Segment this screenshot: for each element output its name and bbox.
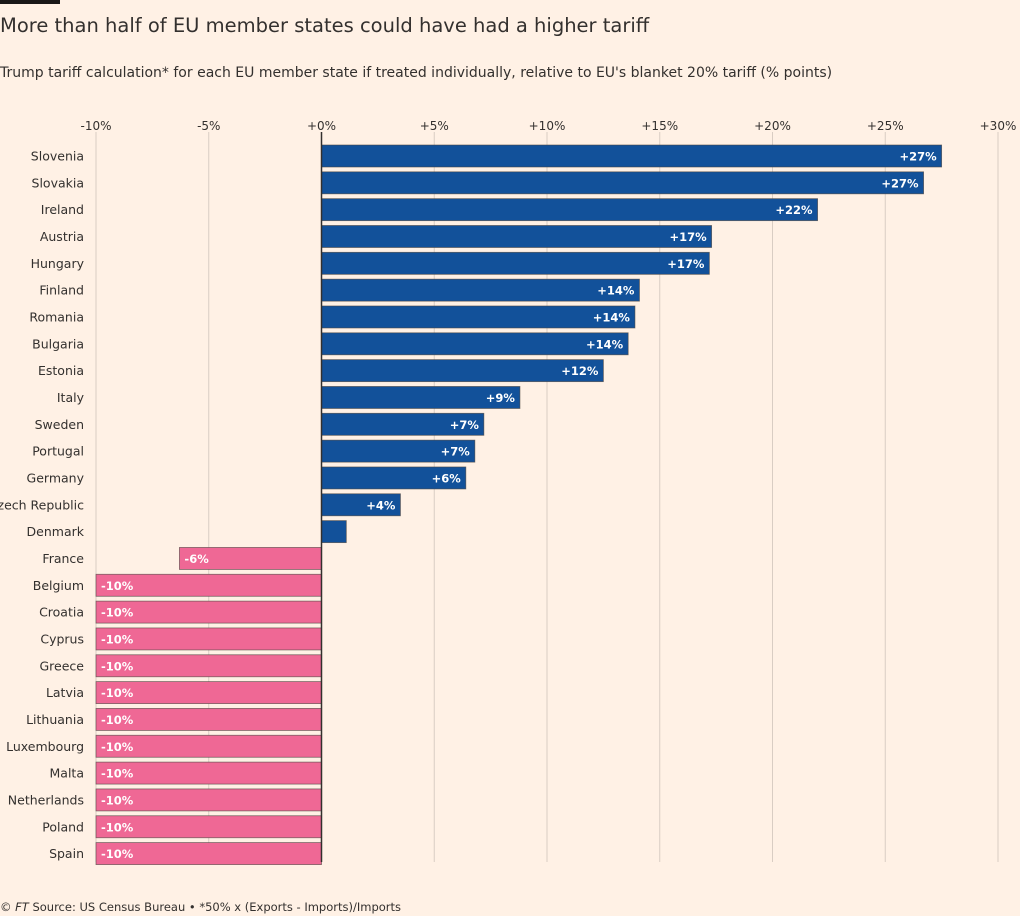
x-tick-label: +0%: [307, 119, 336, 133]
bar: [321, 171, 924, 195]
data-label: +7%: [441, 445, 471, 459]
data-label: +4%: [366, 498, 396, 512]
category-label: Belgium: [33, 578, 84, 593]
category-label: Lithuania: [26, 712, 84, 727]
data-label: -10%: [101, 659, 134, 673]
category-label: Portugal: [32, 444, 84, 459]
x-tick-label: +5%: [420, 119, 449, 133]
category-label: Spain: [49, 846, 84, 861]
category-label: Luxembourg: [6, 739, 84, 754]
data-label: +17%: [667, 257, 705, 271]
category-label: Italy: [57, 390, 85, 405]
category-label: France: [42, 551, 84, 566]
data-label: -10%: [101, 632, 134, 646]
x-tick-label: +15%: [641, 119, 678, 133]
x-tick-label: -5%: [197, 119, 220, 133]
data-label: -6%: [184, 552, 209, 566]
category-label: Malta: [50, 766, 84, 781]
data-label: +22%: [775, 203, 813, 217]
category-label: Austria: [40, 229, 84, 244]
bar: [321, 144, 943, 168]
bar: [321, 305, 636, 329]
data-label: -10%: [101, 793, 134, 807]
category-label: Denmark: [27, 524, 85, 539]
category-label: Finland: [39, 283, 84, 298]
category-label: Greece: [40, 658, 85, 673]
category-label: Czech Republic: [0, 497, 84, 512]
category-label: Ireland: [41, 202, 84, 217]
data-label: +6%: [432, 471, 462, 485]
category-label: Estonia: [38, 363, 84, 378]
data-label: +17%: [669, 230, 707, 244]
bar-chart: -10% -5% +0% +5% +10% +15% +20% +25% +30% Sloveni…: [0, 119, 1017, 865]
x-tick-label: +30%: [980, 119, 1017, 133]
data-label: +9%: [486, 391, 516, 405]
copyright-text: ©: [0, 900, 16, 914]
category-label: Slovenia: [31, 149, 84, 164]
category-label: Germany: [27, 470, 85, 485]
data-label: +27%: [881, 176, 919, 190]
data-label: +14%: [593, 310, 631, 324]
data-label: -10%: [101, 686, 134, 700]
x-tick-label: -10%: [80, 119, 111, 133]
x-tick-label: +10%: [529, 119, 566, 133]
category-label: Netherlands: [8, 792, 84, 807]
x-tick-label: +20%: [754, 119, 791, 133]
data-label: -10%: [101, 713, 134, 727]
category-label: Cyprus: [40, 631, 84, 646]
bar: [321, 225, 713, 248]
category-label: Slovakia: [32, 175, 84, 190]
data-label: -10%: [101, 820, 134, 834]
x-tick-label: +25%: [867, 119, 904, 133]
category-label: Romania: [29, 309, 84, 324]
bar: [321, 278, 640, 302]
chart-title: More than half of EU member states could…: [0, 14, 650, 37]
data-label: +27%: [899, 150, 937, 164]
bar: [321, 198, 819, 222]
category-label: Sweden: [35, 417, 84, 432]
data-label: +7%: [450, 418, 480, 432]
bar: [321, 520, 347, 544]
category-label: Poland: [42, 819, 84, 834]
brand-bar: [0, 0, 60, 4]
category-label: Bulgaria: [32, 336, 84, 351]
data-label: -10%: [101, 606, 134, 620]
data-label: -10%: [101, 767, 134, 781]
category-label: Croatia: [39, 605, 84, 620]
bar: [321, 251, 710, 275]
bar: [321, 332, 629, 356]
source-text: Source: US Census Bureau • *50% x (Expor…: [28, 900, 402, 914]
source-footer: © FT Source: US Census Bureau • *50% x (…: [0, 900, 401, 914]
chart-subtitle: Trump tariff calculation* for each EU me…: [0, 65, 833, 81]
category-label: Latvia: [46, 685, 84, 700]
data-label: -10%: [101, 579, 134, 593]
data-label: -10%: [101, 847, 134, 861]
data-label: +14%: [597, 284, 635, 298]
data-label: +14%: [586, 337, 624, 351]
data-label: +12%: [561, 364, 599, 378]
category-label: Hungary: [31, 256, 85, 271]
ft-brand-text: FT: [15, 900, 29, 914]
data-label: -10%: [101, 740, 134, 754]
